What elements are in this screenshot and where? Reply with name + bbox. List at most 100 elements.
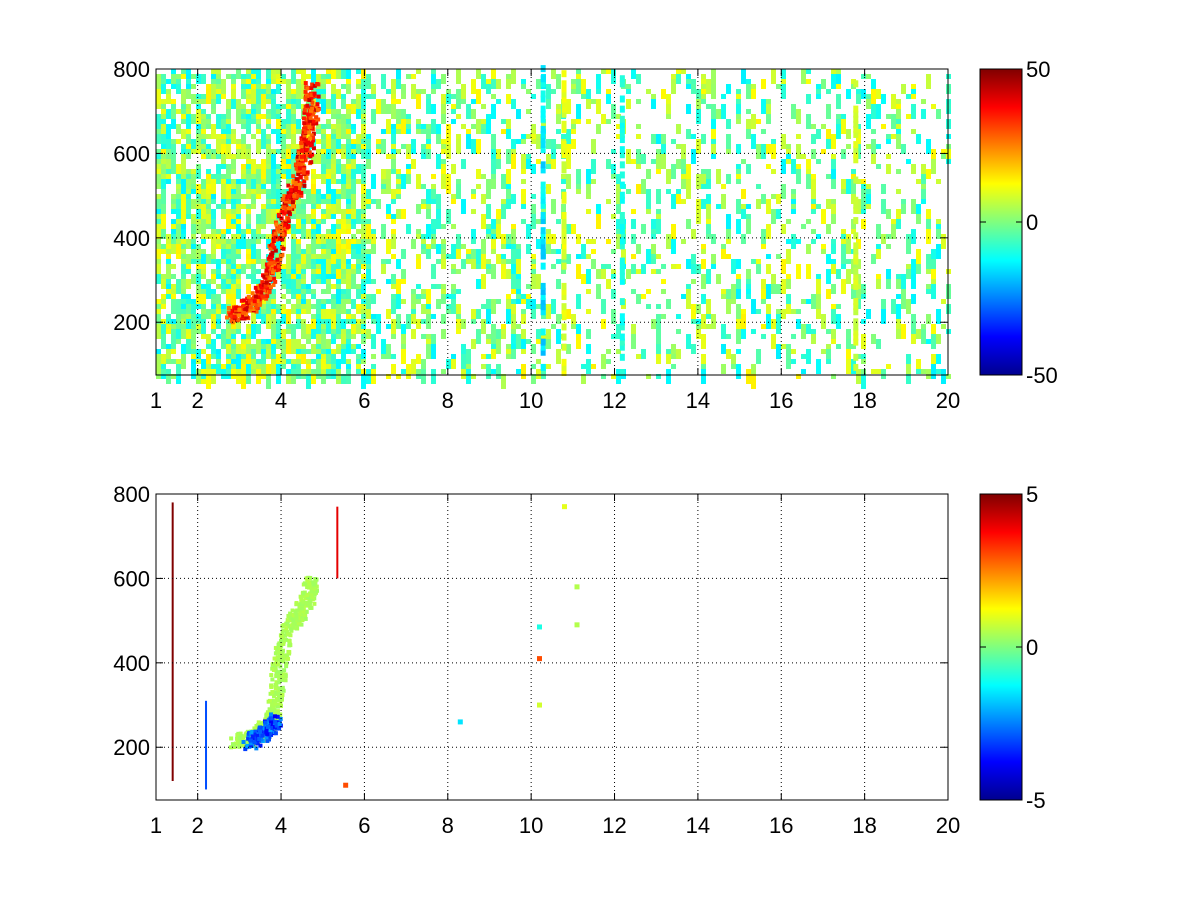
heatmap-cell	[611, 274, 616, 279]
heatmap-cell	[616, 189, 621, 204]
heatmap-cell	[176, 329, 181, 344]
heatmap-cell	[396, 69, 401, 84]
heatmap-cell	[308, 136, 313, 141]
heatmap-cell	[268, 285, 273, 290]
heatmap-cell	[351, 104, 356, 114]
heatmap-cell	[351, 274, 356, 289]
heatmap-cell	[276, 134, 281, 144]
heatmap-cell	[306, 339, 311, 344]
heatmap-cell	[216, 284, 221, 289]
heatmap-cell	[246, 189, 251, 199]
heatmap-cell	[916, 369, 921, 374]
heatmap-cell	[561, 308, 567, 316]
heatmap-cell	[186, 294, 191, 299]
heatmap-cell	[466, 134, 471, 149]
heatmap-cell	[540, 146, 546, 154]
heatmap-cell	[701, 334, 706, 349]
heatmap-cell	[271, 364, 276, 374]
heatmap-cell	[891, 299, 896, 314]
heatmap-cell	[271, 274, 276, 279]
heatmap-cell	[326, 119, 331, 124]
heatmap-cell	[311, 184, 316, 194]
heatmap-cell	[226, 294, 231, 299]
heatmap-cell	[269, 261, 274, 266]
heatmap-cell	[736, 304, 741, 319]
heatmap-cell	[307, 97, 312, 102]
heatmap-cell	[701, 99, 706, 104]
heatmap-cell	[401, 144, 406, 149]
heatmap-cell	[281, 79, 286, 84]
heatmap-cell	[341, 99, 346, 109]
heatmap-cell	[266, 239, 271, 249]
heatmap-cell	[540, 105, 546, 113]
heatmap-cell	[281, 339, 286, 344]
heatmap-cell	[801, 154, 806, 159]
heatmap-cell	[936, 229, 941, 239]
heatmap-cell	[853, 141, 859, 149]
heatmap-cell	[206, 124, 211, 129]
heatmap-cell	[416, 354, 421, 364]
heatmap-cell	[619, 146, 625, 154]
heatmap-cell	[406, 314, 411, 329]
heatmap-cell	[606, 119, 611, 124]
heatmap-cell	[406, 224, 411, 234]
heatmap-cell	[741, 189, 746, 199]
heatmap-cell	[561, 146, 567, 154]
heatmap-cell	[296, 359, 301, 364]
heatmap-cell	[196, 329, 201, 334]
heatmap-cell	[216, 294, 221, 309]
heatmap-cell	[186, 269, 191, 274]
heatmap-cell	[191, 349, 196, 354]
heatmap-cell	[436, 209, 441, 219]
heatmap-cell	[661, 289, 666, 294]
heatmap-cell	[396, 259, 401, 269]
heatmap-cell	[811, 134, 816, 144]
heatmap-cell	[302, 108, 307, 113]
heatmap-cell	[696, 109, 701, 124]
heatmap-cell	[646, 189, 651, 194]
heatmap-cell	[476, 264, 481, 269]
heatmap-cell	[631, 219, 636, 229]
heatmap-cell	[291, 234, 296, 239]
heatmap-cell	[796, 319, 801, 329]
heatmap-cell	[761, 79, 766, 89]
heatmap-cell	[289, 628, 294, 633]
heatmap-cell	[196, 304, 201, 309]
heatmap-cell	[596, 89, 601, 94]
heatmap-cell	[391, 124, 396, 129]
heatmap-cell	[846, 329, 851, 339]
heatmap-cell	[896, 124, 901, 129]
heatmap-cell	[411, 74, 416, 79]
heatmap-cell	[466, 369, 471, 384]
heatmap-cell	[501, 244, 506, 249]
heatmap-cell	[811, 124, 816, 129]
heatmap-cell	[619, 115, 625, 123]
heatmap-cell	[361, 319, 366, 324]
heatmap-cell	[286, 199, 291, 204]
heatmap-cell	[301, 354, 306, 364]
heatmap-cell	[381, 259, 386, 264]
heatmap-cell	[226, 339, 231, 344]
heatmap-cell	[651, 159, 656, 164]
heatmap-cell	[281, 239, 286, 249]
heatmap-cell	[481, 119, 486, 124]
heatmap-cell	[232, 743, 237, 748]
heatmap-cell	[211, 369, 216, 374]
heatmap-cell	[486, 204, 491, 219]
heatmap-cell	[276, 219, 281, 229]
heatmap-cell	[281, 329, 286, 339]
heatmap-cell	[391, 129, 396, 134]
heatmap-cell	[263, 717, 268, 722]
heatmap-cell	[261, 94, 266, 99]
heatmap-cell	[266, 124, 271, 129]
heatmap-cell	[391, 79, 396, 94]
heatmap-cell	[301, 369, 306, 374]
heatmap-cell	[496, 79, 501, 89]
heatmap-cell	[251, 309, 256, 324]
heatmap-cell	[521, 194, 526, 209]
heatmap-cell	[691, 254, 696, 264]
x-tick-label: 14	[686, 388, 710, 413]
heatmap-cell	[431, 84, 436, 89]
heatmap-cell	[931, 284, 936, 299]
heatmap-cell	[666, 94, 671, 104]
